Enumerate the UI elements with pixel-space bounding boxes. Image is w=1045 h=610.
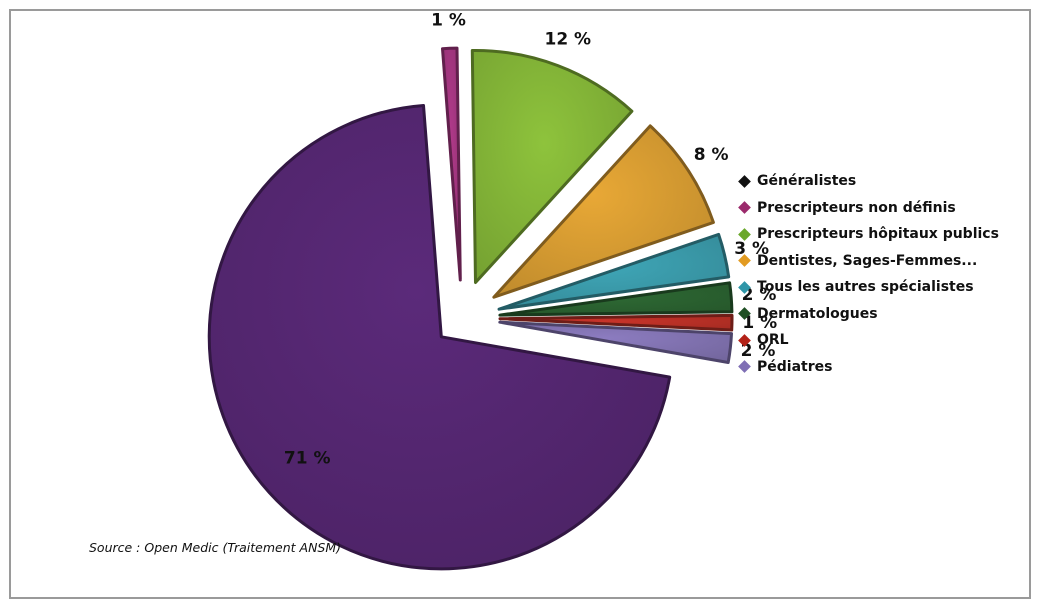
legend-swatch-icon — [738, 201, 751, 215]
legend-item: Généralistes — [738, 168, 999, 195]
pie-slices — [207, 46, 734, 571]
pie-slice-dermatologues — [498, 281, 734, 317]
pie-slice-dentistes-sages-femmes — [492, 124, 715, 299]
legend-swatch-icon — [738, 333, 751, 347]
legend-label: Dermatologues — [757, 305, 878, 322]
legend-label: Généralistes — [757, 173, 857, 190]
chart-legend: Généralistes Prescripteurs non définis Pre… — [738, 168, 999, 381]
legend-label: Prescripteurs hôpitaux publics — [757, 226, 999, 243]
pie-label-6: 2 % — [742, 285, 777, 305]
legend-item: Pédiatres — [738, 354, 999, 381]
legend-item: Prescripteurs hôpitaux publics — [738, 221, 999, 248]
legend-swatch-icon — [738, 360, 751, 374]
legend-item: ORL — [738, 327, 999, 354]
legend-item: Dentistes, Sages-Femmes... — [738, 248, 999, 275]
legend-label: ORL — [757, 332, 789, 349]
legend-item: Prescripteurs non définis — [738, 195, 999, 222]
legend-swatch-icon — [738, 307, 751, 321]
pie-slice-generalistes — [207, 104, 672, 571]
pie-label-5: 3 % — [734, 239, 769, 259]
legend-swatch-icon — [738, 280, 751, 294]
pie-slice-labels: 71 % 1 % 12 % 8 % 3 % 2 % 1 % 2 % — [284, 11, 777, 469]
legend-label: Pédiatres — [757, 358, 833, 375]
pie-slice-prescripteurs-non-definis — [441, 46, 462, 282]
pie-label-8: 2 % — [741, 341, 776, 361]
pie-slice-orl — [498, 313, 734, 332]
pie-label-2: 1 % — [431, 11, 466, 31]
pie-label-3: 12 % — [544, 30, 591, 50]
pie-slice-pediatres — [498, 320, 733, 364]
legend-label: Prescripteurs non définis — [757, 199, 956, 216]
pie-label-1: 71 % — [284, 448, 331, 468]
legend-label: Dentistes, Sages-Femmes... — [757, 252, 978, 269]
legend-swatch-icon — [738, 254, 751, 268]
source-note: Source : Open Medic (Traitement ANSM) — [89, 540, 342, 555]
pie-label-4: 8 % — [694, 145, 729, 165]
legend-swatch-icon — [738, 174, 751, 188]
pie-slice-tous-les-autres-specialistes — [497, 232, 731, 311]
pie-label-7: 1 % — [742, 313, 777, 333]
legend-item: Dermatologues — [738, 301, 999, 328]
legend-item: Tous les autres spécialistes — [738, 274, 999, 301]
legend-swatch-icon — [738, 227, 751, 241]
pie-slice-prescripteurs-hopitaux-publics — [470, 48, 634, 284]
legend-label: Tous les autres spécialistes — [757, 279, 974, 296]
